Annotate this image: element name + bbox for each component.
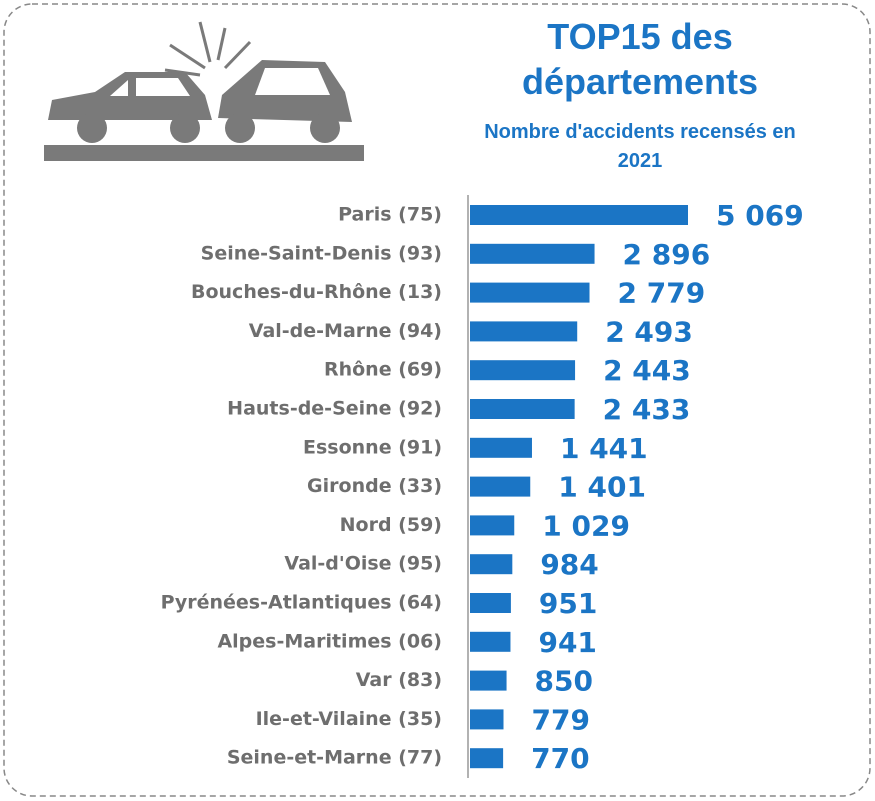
- value-label: 779: [532, 703, 590, 736]
- bar: [470, 282, 590, 303]
- value-label: 2 443: [603, 354, 691, 387]
- bar: [470, 476, 531, 497]
- wheel: [77, 113, 107, 143]
- value-label: 951: [539, 587, 597, 620]
- category-label: Alpes-Maritimes (06): [217, 630, 442, 652]
- value-label: 2 896: [623, 238, 711, 271]
- wheel: [170, 113, 200, 143]
- value-label: 2 493: [605, 315, 693, 348]
- category-label: Gironde (33): [307, 475, 442, 497]
- value-label: 1 401: [558, 471, 646, 504]
- value-label: 5 069: [716, 199, 804, 232]
- category-label: Essonne (91): [303, 436, 442, 458]
- value-label: 850: [535, 665, 593, 698]
- category-label: Ile-et-Vilaine (35): [256, 708, 442, 730]
- bar: [470, 205, 688, 225]
- crash-icon: [44, 21, 364, 161]
- bar: [470, 437, 532, 458]
- category-label: Seine-Saint-Denis (93): [201, 242, 442, 264]
- value-label: 770: [531, 742, 589, 775]
- bar: [470, 399, 575, 419]
- category-label: Bouches-du-Rhône (13): [191, 281, 442, 303]
- wheel: [310, 113, 340, 143]
- bar: [470, 631, 511, 652]
- category-label: Paris (75): [338, 204, 442, 226]
- frame: [3, 3, 871, 797]
- bar: [470, 243, 595, 264]
- category-label: Nord (59): [340, 514, 442, 536]
- bar: [470, 670, 507, 691]
- category-label: Hauts-de-Seine (92): [227, 398, 442, 420]
- category-label: Val-d'Oise (95): [284, 553, 442, 575]
- bar: [470, 515, 515, 536]
- chart-title: TOP15 des départements: [521, 16, 759, 102]
- wheel: [225, 113, 255, 143]
- chart-subtitle: Nombre d'accidents recensés en 2021: [484, 121, 796, 172]
- value-label: 1 029: [542, 509, 630, 542]
- value-label: 1 441: [560, 432, 648, 465]
- value-label: 941: [538, 626, 596, 659]
- bar: [470, 321, 578, 342]
- category-label: Var (83): [356, 669, 442, 691]
- value-label: 2 779: [618, 277, 706, 310]
- bar: [470, 748, 504, 769]
- category-label: Val-de-Marne (94): [249, 320, 442, 342]
- category-label: Rhône (69): [324, 359, 442, 381]
- value-label: 984: [540, 548, 598, 581]
- bar: [470, 709, 504, 730]
- bar: [470, 554, 513, 575]
- bar: [470, 360, 576, 381]
- bar: [470, 593, 511, 613]
- category-label: Pyrénées-Atlantiques (64): [161, 592, 442, 614]
- value-label: 2 433: [603, 393, 691, 426]
- category-label: Seine-et-Marne (77): [227, 747, 442, 769]
- road: [44, 145, 364, 161]
